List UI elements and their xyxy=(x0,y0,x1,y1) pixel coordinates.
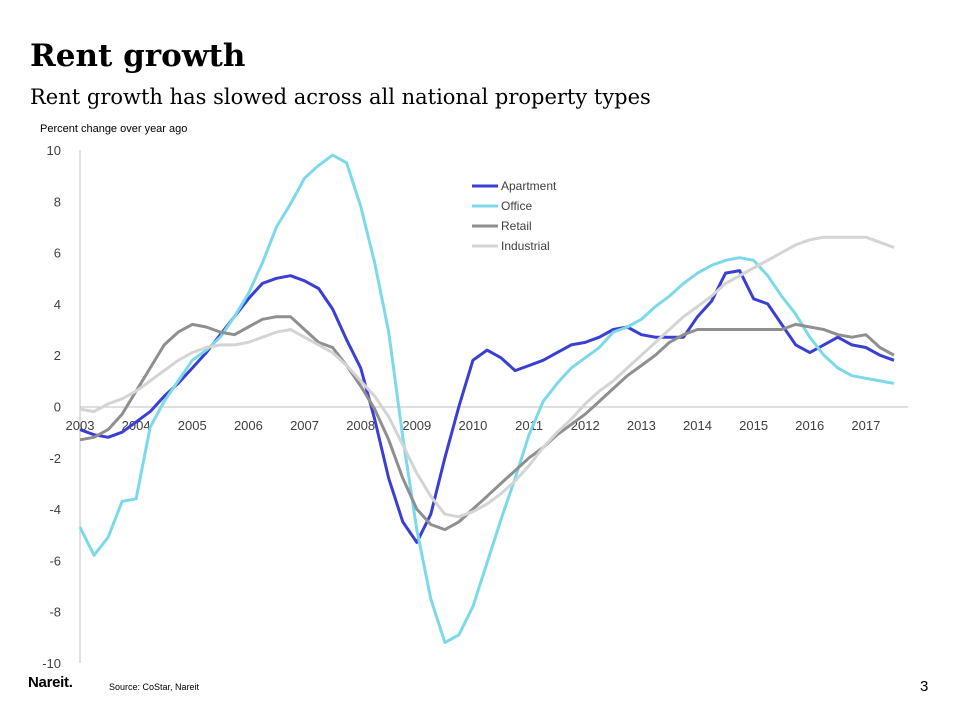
x-tick-label: 2011 xyxy=(515,418,543,433)
legend-label-apartment: Apartment xyxy=(501,179,557,193)
y-tick-label: 8 xyxy=(54,194,61,209)
x-tick-label: 2013 xyxy=(627,418,656,433)
x-tick-label: 2012 xyxy=(571,418,600,433)
y-tick-label: -4 xyxy=(49,502,61,517)
legend-label-office: Office xyxy=(501,199,532,213)
x-tick-label: 2008 xyxy=(346,418,375,433)
y-tick-label: 10 xyxy=(47,143,61,158)
y-tick-label: -8 xyxy=(49,605,61,620)
page-number: 3 xyxy=(920,678,929,695)
slide-subtitle: Rent growth has slowed across all nation… xyxy=(30,85,651,109)
x-tick-label: 2005 xyxy=(178,418,207,433)
x-tick-label: 2015 xyxy=(739,418,768,433)
legend-label-industrial: Industrial xyxy=(501,239,550,253)
x-tick-label: 2016 xyxy=(795,418,824,433)
y-tick-label: 6 xyxy=(54,246,61,261)
y-tick-label: 4 xyxy=(54,297,61,312)
x-tick-label: 2017 xyxy=(851,418,880,433)
y-tick-label: -10 xyxy=(42,656,61,671)
series-line-retail xyxy=(79,315,895,532)
x-tick-label: 2007 xyxy=(290,418,319,433)
y-tick-label: 2 xyxy=(54,348,61,363)
x-tick-label: 2004 xyxy=(122,418,151,433)
y-tick-label: 0 xyxy=(54,400,61,415)
legend: Apartment Office Retail Industrial xyxy=(472,179,557,253)
y-tick-labels: 10 8 6 4 2 0 -2 -4 -6 -8 -10 xyxy=(42,143,61,671)
source-note: Source: CoStar, Nareit xyxy=(109,682,200,692)
y-axis-unit-label: Percent change over year ago xyxy=(40,123,188,135)
legend-label-retail: Retail xyxy=(501,219,532,233)
slide-title: Rent growth xyxy=(30,38,246,74)
x-tick-label: 2006 xyxy=(234,418,263,433)
series-line-industrial xyxy=(79,235,895,519)
x-tick-label: 2014 xyxy=(683,418,712,433)
y-tick-label: -6 xyxy=(49,553,61,568)
x-tick-labels: 2003 2004 2005 2006 2007 2008 2009 2010 2011 2012… xyxy=(66,418,881,433)
y-tick-label: -2 xyxy=(49,451,61,466)
series-line-office xyxy=(78,153,895,644)
x-tick-label: 2003 xyxy=(66,418,95,433)
x-tick-label: 2009 xyxy=(402,418,431,433)
series-lines xyxy=(78,153,895,644)
nareit-logo: Nareit. xyxy=(28,674,73,691)
x-tick-label: 2010 xyxy=(458,418,487,433)
